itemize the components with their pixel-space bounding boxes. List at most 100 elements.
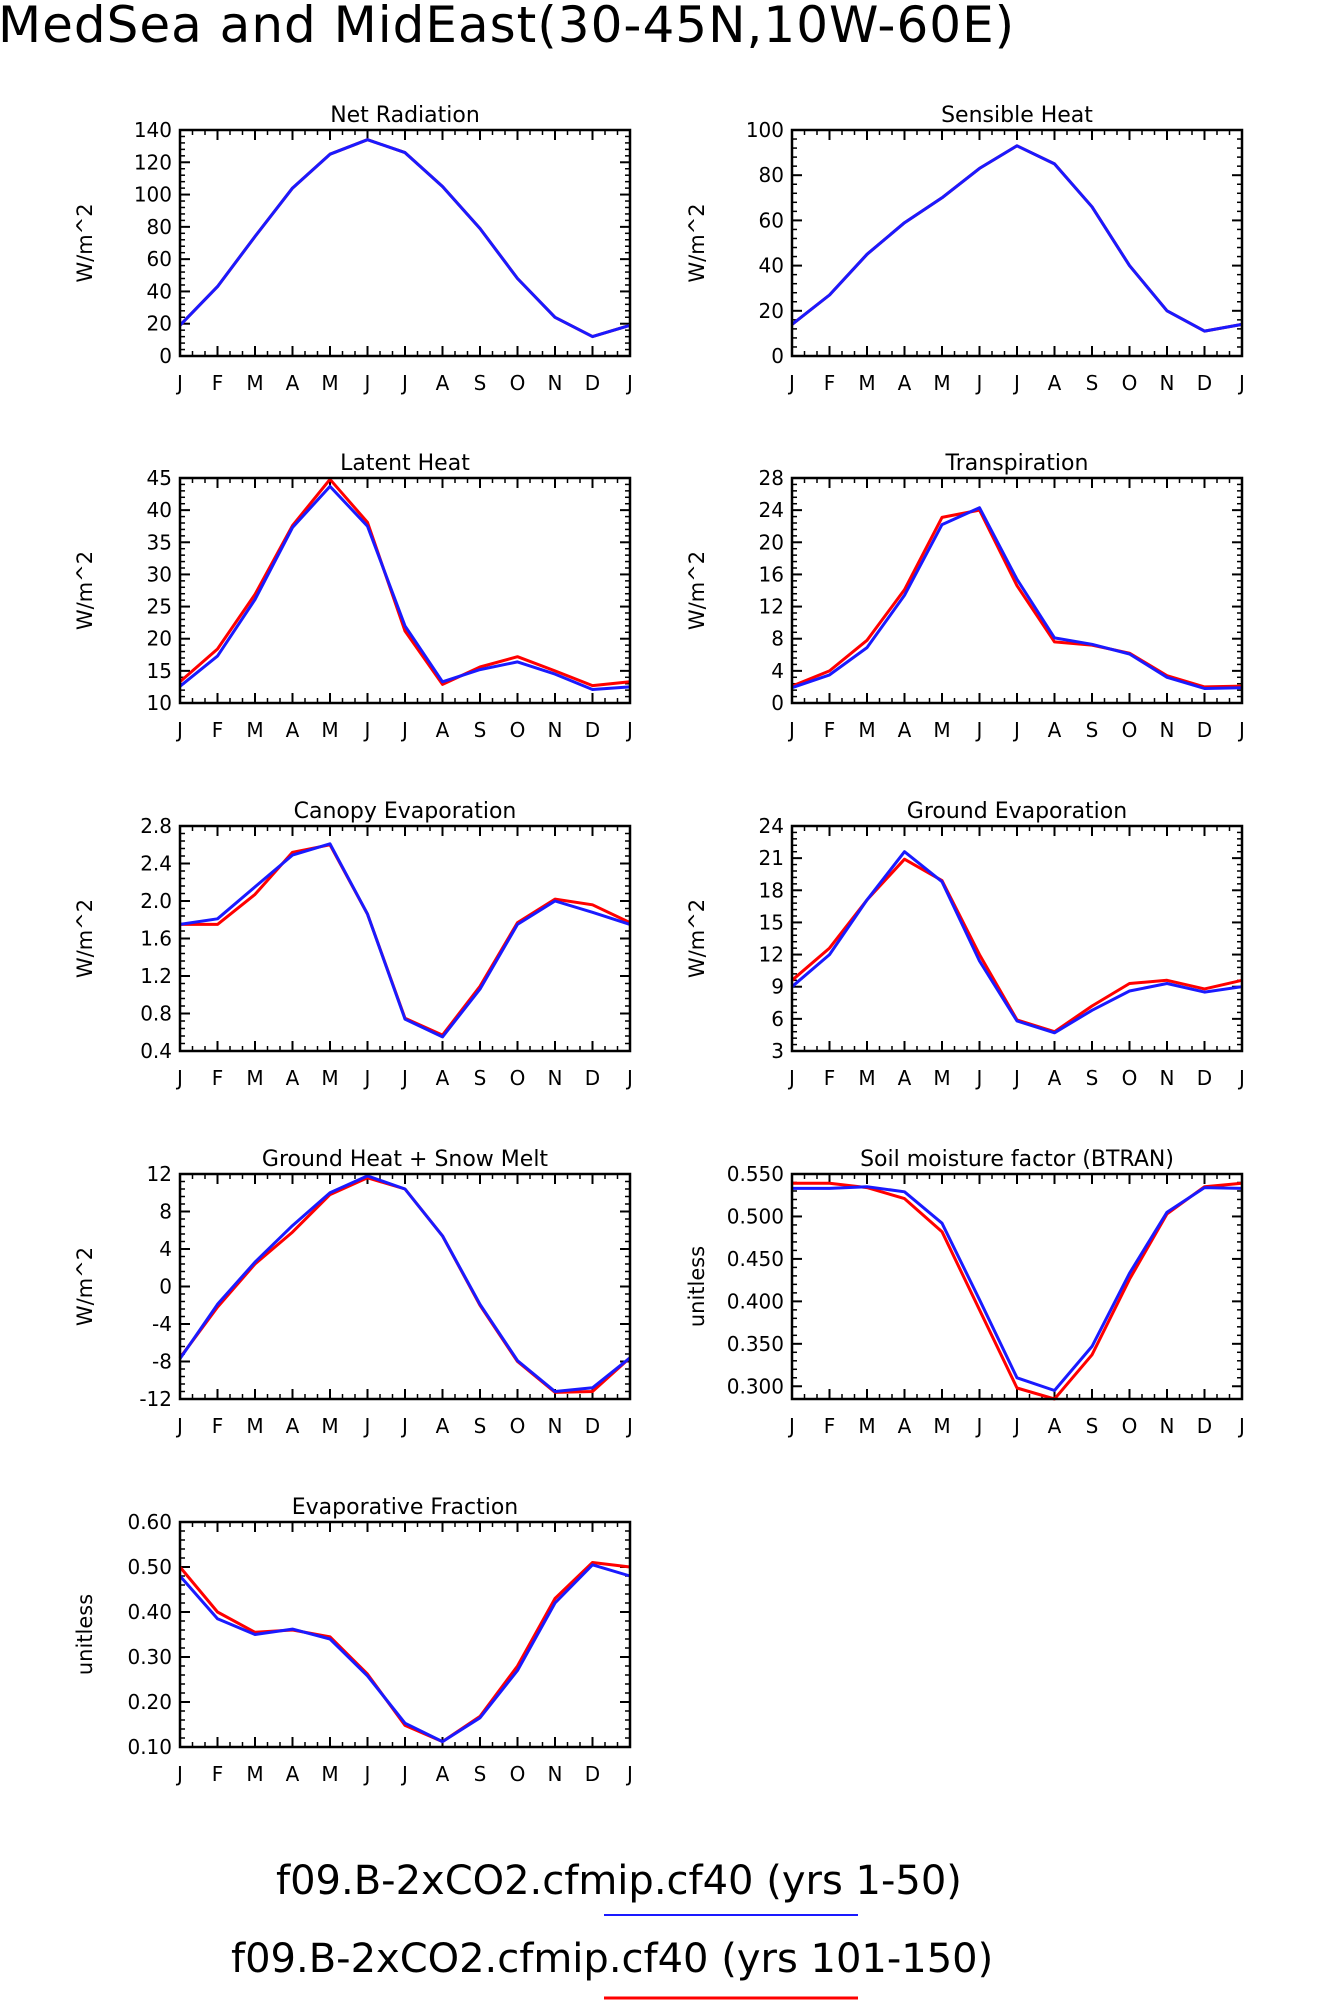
series-line-2: [178, 138, 631, 339]
x-tick-label: O: [1122, 1066, 1138, 1090]
panel-title: Sensible Heat: [941, 103, 1093, 128]
x-tick-label: M: [933, 1414, 950, 1438]
y-tick-label: 100: [134, 183, 172, 207]
x-tick-label: F: [212, 1762, 224, 1786]
x-tick-label: J: [1012, 718, 1020, 742]
x-tick-label: O: [1122, 371, 1138, 395]
panel-title: Canopy Evaporation: [294, 799, 517, 824]
x-tick-label: A: [286, 1066, 300, 1090]
y-tick-label: 30: [147, 562, 172, 586]
x-tick-label: O: [510, 1066, 526, 1090]
x-tick-label: O: [1122, 718, 1138, 742]
x-tick-label: M: [858, 371, 875, 395]
series-line-1: [178, 1563, 631, 1744]
x-tick-label: J: [400, 1414, 408, 1438]
x-tick-label: D: [585, 1066, 600, 1090]
y-tick-label: 24: [759, 498, 784, 522]
x-tick-label: F: [824, 1414, 836, 1438]
x-tick-label: S: [474, 1066, 487, 1090]
x-tick-label: O: [510, 1414, 526, 1438]
x-tick-label: S: [1086, 1414, 1099, 1438]
y-tick-label: 0.10: [127, 1735, 172, 1759]
plot-frame: [790, 824, 1244, 1053]
y-tick-label: 0.50: [127, 1555, 172, 1579]
x-tick-label: M: [246, 1066, 263, 1090]
series-line-2: [179, 477, 631, 688]
x-tick-label: J: [1237, 371, 1245, 395]
x-tick-label: N: [1160, 1066, 1175, 1090]
x-tick-label: J: [175, 1762, 183, 1786]
x-tick-label: J: [363, 1066, 371, 1090]
x-tick-label: A: [1048, 371, 1062, 395]
y-axis-label: W/m^2: [73, 1247, 97, 1326]
y-tick-label: 24: [759, 814, 784, 838]
x-tick-label: D: [1197, 1414, 1212, 1438]
x-tick-label: M: [246, 718, 263, 742]
y-tick-label: 60: [759, 208, 784, 232]
y-tick-label: 0: [159, 344, 172, 368]
panel-title: Ground Heat + Snow Melt: [262, 1147, 549, 1172]
x-tick-label: M: [246, 1414, 263, 1438]
x-tick-label: F: [212, 718, 224, 742]
y-tick-label: 8: [771, 627, 784, 651]
x-tick-label: M: [933, 718, 950, 742]
y-tick-label: 2.8: [140, 814, 172, 838]
y-tick-label: 12: [147, 1162, 172, 1186]
y-tick-label: 140: [134, 118, 172, 142]
legend: f09.B-2xCO2.cfmip.cf40 (yrs 1-50) f09.B-…: [231, 1858, 993, 2000]
x-tick-label: J: [625, 1414, 633, 1438]
x-tick-label: N: [548, 1414, 563, 1438]
plot-frame: [178, 128, 632, 358]
y-tick-label: 16: [759, 562, 784, 586]
series-line-1: [178, 138, 631, 339]
y-tick-label: 20: [759, 530, 784, 554]
x-tick-label: J: [1012, 1066, 1020, 1090]
x-tick-label: F: [824, 1066, 836, 1090]
x-tick-label: M: [933, 1066, 950, 1090]
y-axis-label: W/m^2: [73, 203, 97, 282]
x-tick-label: D: [585, 371, 600, 395]
x-tick-label: J: [625, 718, 633, 742]
y-tick-label: 6: [771, 1007, 784, 1031]
x-tick-label: J: [975, 718, 983, 742]
y-tick-label: 0.400: [727, 1289, 784, 1313]
x-tick-label: A: [898, 371, 912, 395]
x-tick-label: D: [1197, 718, 1212, 742]
y-tick-label: 0.8: [140, 1002, 172, 1026]
x-tick-label: A: [898, 718, 912, 742]
y-tick-label: 12: [759, 943, 784, 967]
x-tick-label: J: [787, 718, 795, 742]
x-tick-label: J: [175, 1066, 183, 1090]
y-axis-label: W/m^2: [685, 899, 709, 978]
panel-title: Transpiration: [945, 451, 1089, 476]
y-tick-label: 2.4: [140, 852, 172, 876]
x-tick-label: J: [625, 1066, 633, 1090]
x-tick-label: N: [548, 718, 563, 742]
y-axis-label: W/m^2: [685, 203, 709, 282]
series-line-2: [791, 857, 1243, 1034]
y-tick-label: 28: [759, 466, 784, 490]
x-tick-label: J: [1012, 1414, 1020, 1438]
y-tick-label: 1.6: [140, 927, 172, 951]
series-line-1: [179, 484, 631, 691]
x-tick-label: J: [1012, 371, 1020, 395]
y-tick-label: -8: [152, 1350, 172, 1374]
x-tick-label: J: [363, 1762, 371, 1786]
legend-entry-1-label: f09.B-2xCO2.cfmip.cf40 (yrs 1-50): [276, 1858, 962, 1904]
panel-title: Evaporative Fraction: [292, 1495, 518, 1520]
series-line-1: [791, 144, 1243, 333]
x-tick-label: J: [787, 1066, 795, 1090]
x-tick-label: D: [585, 1414, 600, 1438]
series-line-1: [791, 850, 1243, 1035]
x-tick-label: O: [510, 371, 526, 395]
x-tick-label: N: [1160, 371, 1175, 395]
y-axis-label: unitless: [685, 1246, 709, 1327]
x-tick-label: F: [824, 371, 836, 395]
